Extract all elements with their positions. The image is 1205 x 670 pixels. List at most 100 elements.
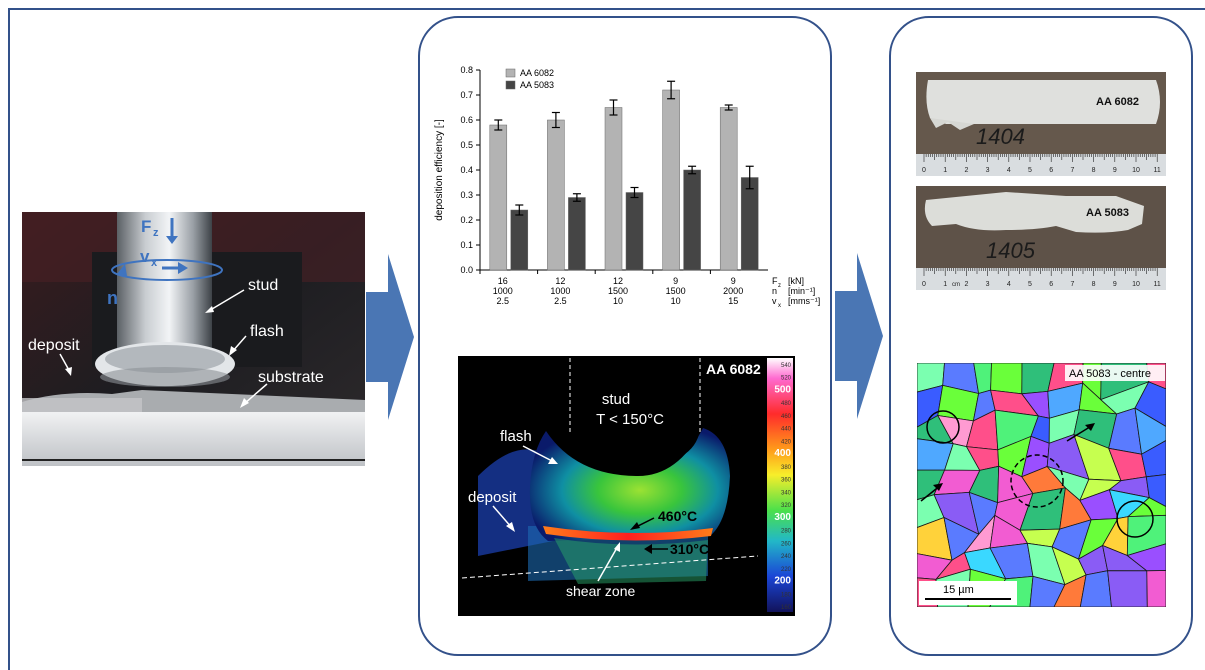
ruler-number: 0 [922,167,926,174]
microstructure-map: AA 5083 - centre 15 µm [917,363,1166,607]
thermal-image: 540 520 500 480 460 440 420 400 380 360 340 320 300 2… [458,356,795,616]
microstructure-title: AA 5083 - centre [1069,368,1151,380]
y-tick-label: 0.4 [460,165,473,175]
grain [1079,570,1112,607]
ruler-number: 0 [922,281,926,288]
thermal-scale-tick: 400 [774,448,791,459]
grain [1053,574,1087,607]
ruler-number: 9 [1113,281,1117,288]
grain [1107,570,1148,607]
ruler-number: 11 [1154,281,1161,288]
grain [990,363,1023,395]
ruler-number: 6 [1049,281,1053,288]
category-n-label: 1000 [550,286,570,296]
thermal-scale-tick: 420 [781,439,792,445]
grain [1029,575,1066,607]
ruler-number: 8 [1092,281,1096,288]
feed-subscript: x [151,257,158,269]
category-n-label: 1000 [493,286,513,296]
parameter-symbol: v [772,296,777,306]
grain [1126,543,1166,572]
thermal-scale-tick: 200 [774,576,791,587]
grain [1134,381,1166,427]
legend-swatch [505,68,516,78]
category-fz-label: 9 [673,276,678,286]
category-fz-label: 12 [555,276,565,286]
force-label: F [141,217,151,236]
temperature-low-label: 310°C [670,541,709,557]
thermal-stud-label: stud [602,391,630,408]
grain [1141,440,1166,478]
thermal-scale-tick: 480 [781,401,792,407]
parameter-subscript: x [778,303,781,309]
ruler-number: 8 [1092,167,1096,174]
category-n-label: 1500 [666,286,686,296]
flash-label: flash [250,323,284,340]
ruler-number: 3 [986,167,990,174]
bar [568,197,586,271]
thermal-scale-tick: 440 [781,427,792,433]
thermal-scale-tick: 220 [781,567,792,573]
category-vx-label: 10 [671,296,681,306]
parameter-symbol: F [772,276,778,286]
y-tick-label: 0.8 [460,65,473,75]
process-photo-graphic: F z v x n stud flash deposit substrate [22,212,365,466]
ruler-number: 3 [986,281,990,288]
thermal-scale-tick: 460 [781,414,792,420]
parameter-subscript: z [778,283,781,289]
ruler-number: 4 [1007,167,1011,174]
scale-bar-label: 15 µm [943,584,974,596]
parameter-symbol: n [772,286,777,296]
legend-entry: AA 6082 [520,68,554,78]
category-fz-label: 9 [731,276,736,286]
bar [719,107,738,271]
flow-arrow-1 [366,254,414,420]
stud-label: stud [248,277,278,294]
force-subscript: z [153,227,159,239]
ruler-number: 4 [1007,281,1011,288]
process-photo: F z v x n stud flash deposit substrate [22,212,365,466]
y-tick-label: 0.6 [460,115,473,125]
sample-2-alloy-label: AA 5083 [1086,207,1129,219]
category-vx-label: 15 [728,296,738,306]
parameter-unit: [mms⁻¹] [788,296,820,306]
deposition-efficiency-chart: 0.0 0.1 0.2 0.3 0.4 0.5 0.6 0.7 0.8 deposition ef… [434,65,820,309]
sample-2-handwriting: 1405 [986,238,1036,263]
ruler-number: 5 [1028,281,1032,288]
flow-arrow-2 [835,253,883,419]
thermal-scale-tick: 240 [781,554,792,560]
thermal-title: AA 6082 [706,361,761,377]
bar [604,107,623,271]
ruler-number: 7 [1070,281,1074,288]
y-tick-label: 0.0 [460,265,473,275]
ruler-number: 1 [943,281,947,288]
thermal-scale-tick: 500 [774,384,791,395]
bar [489,124,508,271]
bar [547,119,565,271]
y-tick-label: 0.3 [460,190,473,200]
category-n-label: 2000 [723,286,743,296]
substrate-label: substrate [258,369,324,386]
sample-1-alloy-label: AA 6082 [1096,96,1139,108]
sample-photo-2-graphic: 1405 AA 5083 0 1 2 3 4 5 6 7 8 9 10 11 cm [916,186,1166,290]
sample-photo-1-graphic: 1404 AA 6082 0 1 2 3 4 5 6 7 8 9 10 11 [916,72,1166,176]
thermal-scale-tick: 520 [781,376,792,382]
thermal-scale-tick: 260 [781,541,792,547]
sample-photo-2: 1405 AA 5083 0 1 2 3 4 5 6 7 8 9 10 11 cm [916,186,1166,290]
thermal-scale-tick: 300 [774,512,791,523]
figure-frame [8,8,1205,670]
parameter-unit: [min⁻¹] [788,286,815,296]
ruler-number: 6 [1049,167,1053,174]
shear-zone-label: shear zone [566,583,635,599]
grain [1134,407,1166,455]
parameter-unit: [kN] [788,276,804,286]
thermal-scale-tick: 340 [781,490,792,496]
category-vx-label: 10 [613,296,623,306]
thermal-image-graphic: 540 520 500 480 460 440 420 400 380 360 340 320 300 2… [458,356,795,616]
sample-photo-1: 1404 AA 6082 0 1 2 3 4 5 6 7 8 9 10 11 [916,72,1166,176]
y-tick-label: 0.7 [460,90,473,100]
thermal-flash-label: flash [500,428,532,445]
bar [683,169,701,271]
grain [1127,497,1166,518]
thermal-stud-temperature: T < 150°C [596,411,664,428]
